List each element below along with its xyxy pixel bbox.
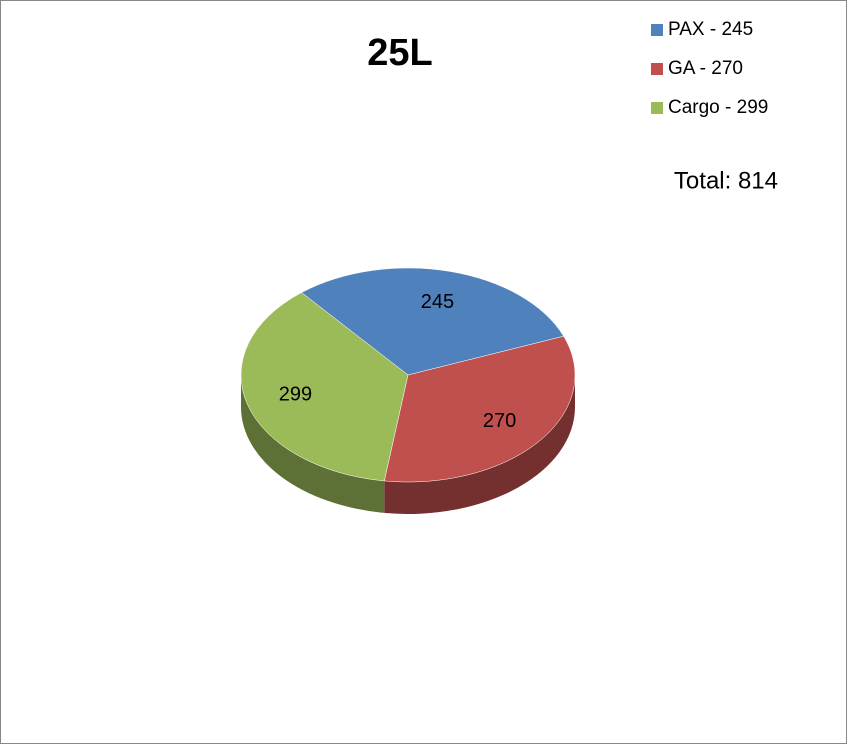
pie-slice [383,335,576,483]
data-label: 245 [421,291,454,313]
chart-title: 25L [367,32,432,74]
data-label: 299 [279,384,312,406]
legend-label: Cargo - 299 [668,97,768,118]
legend-swatch [651,102,663,114]
legend-swatch [651,63,663,75]
data-label: 270 [483,410,516,432]
pie-slice-side [241,375,385,513]
pie-slice [240,292,409,482]
pie-slice-side [384,375,575,514]
total-annotation: Total: 814 [674,167,778,194]
legend-swatch [651,24,663,36]
legend-label: GA - 270 [668,58,743,79]
legend-label: PAX - 245 [668,19,753,40]
pie-slice [301,267,565,376]
